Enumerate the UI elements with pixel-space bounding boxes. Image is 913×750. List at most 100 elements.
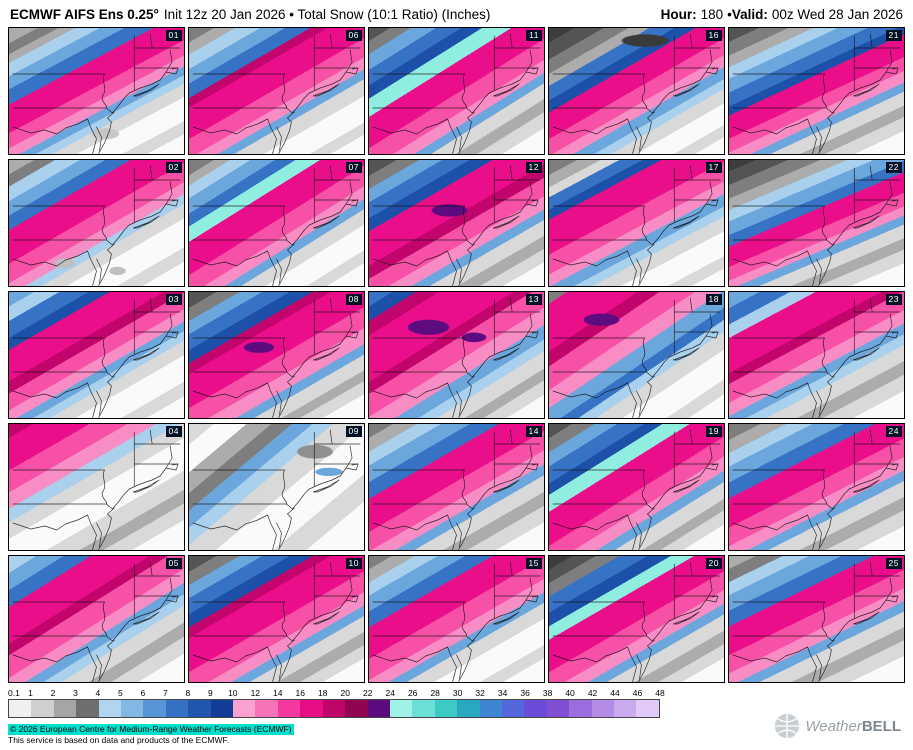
scale-color-cell	[188, 700, 211, 717]
panel-number: 02	[165, 162, 182, 173]
scale-color-cell	[501, 700, 525, 717]
panel-number: 19	[705, 426, 722, 437]
state-borders	[12, 561, 181, 682]
scale-tick-label: 9	[207, 688, 213, 698]
logo-text-bold: BELL	[861, 717, 901, 735]
scale-tick-label: 32	[475, 688, 485, 698]
map-panel-15: 15	[368, 555, 545, 683]
scale-tick-label: 44	[610, 688, 620, 698]
scale-color-cell	[9, 700, 32, 717]
hour-label: Hour:	[660, 7, 697, 22]
scale-color-cell	[255, 700, 278, 717]
panel-number: 17	[705, 162, 722, 173]
panel-number: 13	[525, 294, 542, 305]
state-borders	[552, 165, 721, 286]
panel-number: 25	[885, 558, 902, 569]
copyright-line2: This service is based on data and produc…	[8, 735, 230, 745]
panel-number: 18	[705, 294, 722, 305]
scale-color-cell	[524, 700, 547, 717]
map-panel-10: 10	[188, 555, 365, 683]
scale-color-cell	[434, 700, 458, 717]
state-borders	[372, 165, 541, 286]
scale-color-cell	[277, 700, 301, 717]
valid-label: Valid:	[731, 7, 768, 22]
map-panel-19: 19	[548, 423, 725, 551]
panel-number: 20	[705, 558, 722, 569]
state-borders	[12, 297, 181, 418]
scale-tick-label: 36	[520, 688, 530, 698]
state-borders	[12, 33, 181, 154]
panel-number: 21	[885, 30, 902, 41]
map-panel-03: 03	[8, 291, 185, 419]
map-panel-09: 09	[188, 423, 365, 551]
scale-color-cell	[121, 700, 144, 717]
state-borders	[732, 33, 901, 154]
state-borders	[552, 429, 721, 550]
panel-number: 15	[525, 558, 542, 569]
state-borders	[732, 165, 901, 286]
state-borders	[732, 297, 901, 418]
globe-icon	[775, 713, 800, 739]
scale-color-cell	[31, 700, 54, 717]
scale-tick-label: 46	[632, 688, 643, 698]
panel-number: 08	[345, 294, 362, 305]
state-borders	[192, 297, 361, 418]
scale-tick-label: 4	[95, 688, 101, 698]
scale-color-cell	[412, 700, 435, 717]
weatherbell-logo: Weather BELL	[773, 712, 901, 740]
map-panel-16: 16	[548, 27, 725, 155]
valid-time-info: Hour: 180 •Valid: 00z Wed 28 Jan 2026	[661, 7, 903, 22]
scale-color-cell	[367, 700, 390, 717]
scale-tick-label: 18	[318, 688, 328, 698]
scale-tick-label: 7	[163, 688, 168, 698]
scale-tick-label: 2	[50, 688, 56, 698]
scale-tick-label: 48	[655, 688, 665, 698]
state-borders	[372, 33, 541, 154]
scale-tick-label: 34	[497, 688, 508, 698]
map-panel-18: 18	[548, 291, 725, 419]
scale-color-cell	[546, 700, 570, 717]
scale-color-cell	[345, 700, 368, 717]
state-borders	[192, 33, 361, 154]
panel-number: 09	[345, 426, 362, 437]
scale-color-cell	[322, 700, 346, 717]
map-panel-22: 22	[728, 159, 905, 287]
scale-color-cell	[143, 700, 166, 717]
panel-number: 23	[885, 294, 902, 305]
state-borders	[372, 297, 541, 418]
scale-tick-label: 28	[430, 688, 440, 698]
scale-tick-label: 38	[542, 688, 553, 698]
hour-value: 180	[700, 7, 724, 22]
scale-color-cell	[591, 700, 614, 717]
scale-tick-label: 6	[140, 688, 146, 698]
map-panel-24: 24	[728, 423, 905, 551]
panel-number: 16	[705, 30, 722, 41]
scale-tick-label: 20	[340, 688, 350, 698]
state-borders	[732, 429, 901, 550]
state-borders	[372, 561, 541, 682]
panel-number: 06	[345, 30, 362, 41]
panel-number: 03	[165, 294, 182, 305]
scale-color-cell	[636, 700, 659, 717]
map-panel-25: 25	[728, 555, 905, 683]
valid-value: 00z Wed 28 Jan 2026	[771, 7, 903, 22]
color-scale: 0.1 1 2 3 4 5 6 7 8 9 10 12 14 16 18 20 22 24 26 28 30 32 34 36…	[8, 688, 665, 718]
map-panel-01: 01	[8, 27, 185, 155]
state-borders	[552, 297, 721, 418]
panel-number: 04	[165, 426, 182, 437]
scale-tick-label: 40	[565, 688, 575, 698]
scale-tick-label: 24	[385, 688, 395, 698]
model-name: ECMWF AIFS Ens 0.25°	[10, 7, 159, 22]
scale-color-cell	[479, 700, 502, 717]
state-borders	[552, 561, 721, 682]
copyright-block: © 2026 European Centre for Medium-Range …	[8, 724, 294, 746]
scale-color-cell	[210, 700, 234, 717]
scale-tick-label: 0.1	[8, 688, 20, 698]
map-panel-05: 05	[8, 555, 185, 683]
scale-tick-label: 42	[587, 688, 598, 698]
panel-number: 10	[345, 558, 362, 569]
scale-color-cell	[569, 700, 592, 717]
scale-color-cell	[53, 700, 77, 717]
scale-tick-label: 3	[73, 688, 78, 698]
bullet-separator: •	[727, 7, 732, 22]
